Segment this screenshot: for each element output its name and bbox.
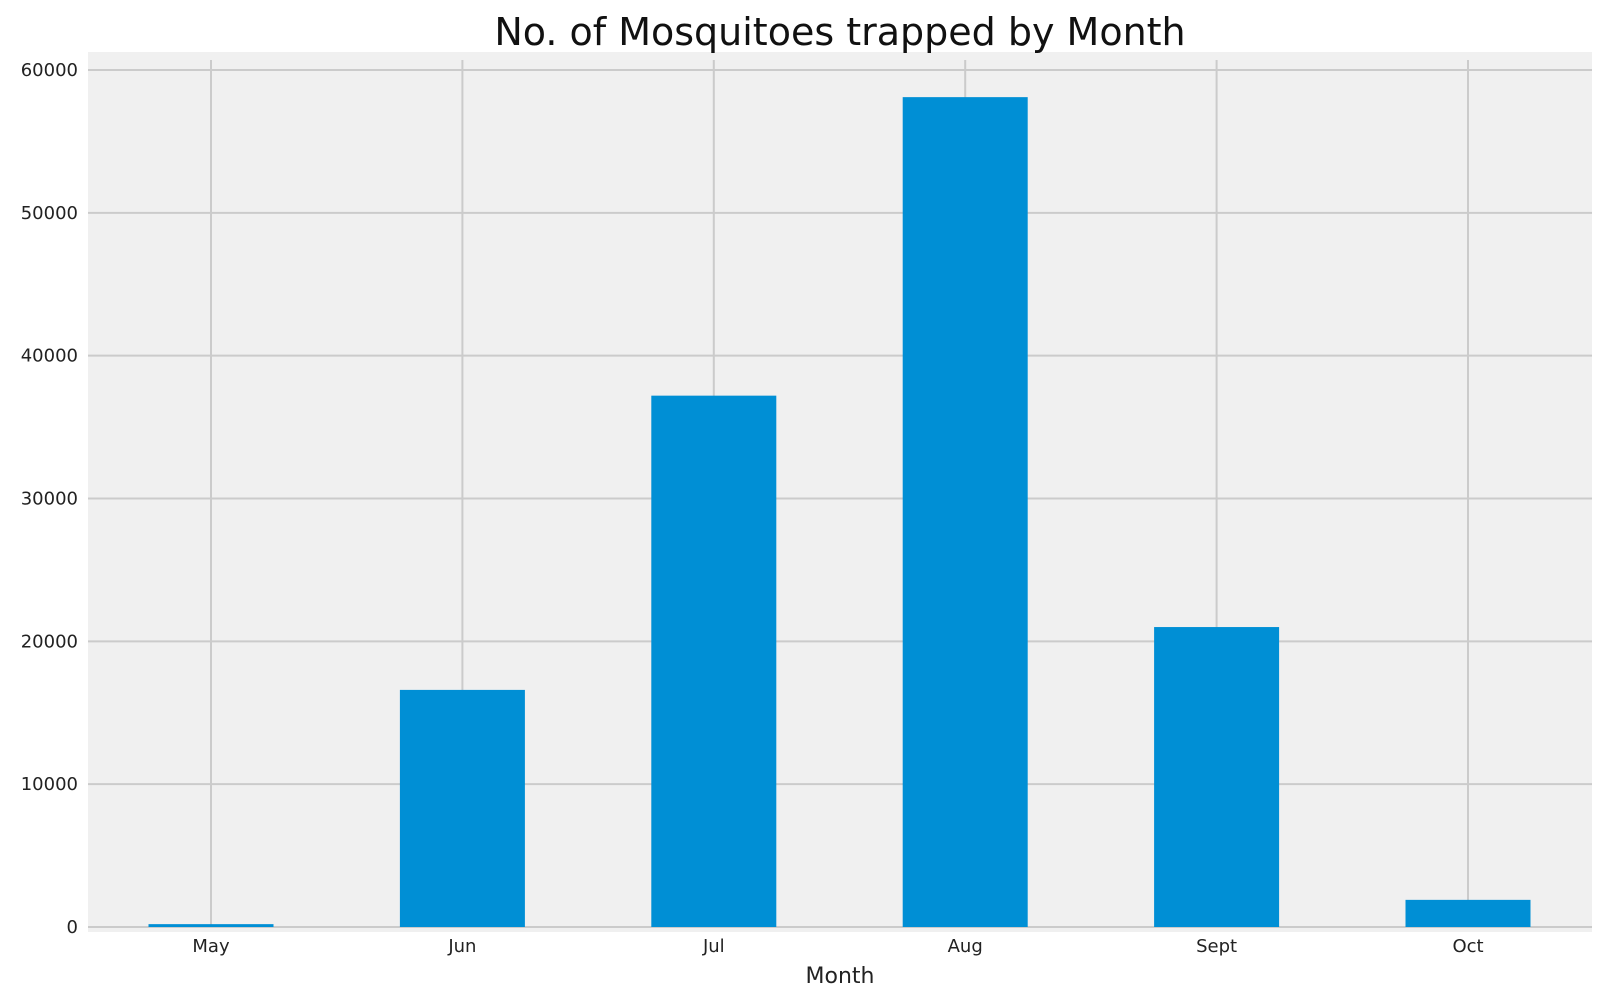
bar-sept xyxy=(1154,627,1280,927)
x-tick-label: May xyxy=(192,936,230,957)
y-tick-label: 60000 xyxy=(21,60,78,81)
x-tick-labels: May Jun Jul Aug Sept Oct xyxy=(192,936,1483,957)
y-tick-label: 20000 xyxy=(21,631,78,652)
x-tick-label: Sept xyxy=(1196,936,1237,957)
bar-aug xyxy=(902,97,1028,928)
y-tick-labels: 0 10000 20000 30000 40000 50000 60000 xyxy=(21,60,78,938)
y-tick-label: 30000 xyxy=(21,489,78,510)
bar-oct xyxy=(1405,899,1531,927)
bar-jun xyxy=(399,689,525,927)
y-tick-label: 50000 xyxy=(21,203,78,224)
bar-may xyxy=(148,924,274,927)
x-tick-label: Jun xyxy=(447,936,476,957)
plot-background xyxy=(88,52,1592,932)
bar-jul xyxy=(651,395,777,927)
x-tick-label: Oct xyxy=(1452,936,1483,957)
x-tick-label: Jul xyxy=(702,936,725,957)
y-tick-label: 0 xyxy=(67,917,78,938)
y-tick-label: 40000 xyxy=(21,346,78,367)
bars xyxy=(148,97,1531,928)
y-tick-label: 10000 xyxy=(21,774,78,795)
x-axis-label: Month xyxy=(806,964,875,989)
chart-title: No. of Mosquitoes trapped by Month xyxy=(494,10,1185,54)
x-tick-label: Aug xyxy=(948,936,983,957)
